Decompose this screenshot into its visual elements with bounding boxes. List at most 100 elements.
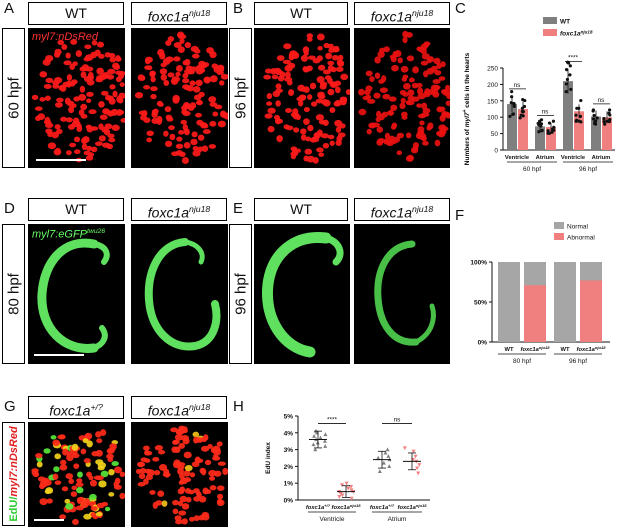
cell — [309, 82, 317, 90]
cell — [80, 137, 88, 144]
legend-swatch — [554, 222, 564, 229]
data-point — [602, 117, 606, 121]
marker-label-egfp: myl7:eGFPtwu26 — [32, 228, 106, 241]
cell — [318, 94, 326, 100]
panel-letter-g: G — [4, 398, 16, 415]
cell — [417, 113, 427, 119]
bar — [602, 117, 612, 150]
cell — [137, 482, 146, 487]
cell — [420, 47, 427, 55]
cell — [426, 67, 434, 75]
cell — [275, 69, 283, 76]
cell — [120, 118, 125, 123]
cell — [37, 113, 46, 121]
data-point — [339, 483, 344, 488]
cell — [39, 97, 46, 102]
cell — [374, 72, 381, 79]
cell — [216, 441, 223, 447]
cell — [390, 124, 397, 130]
legend-label: WT — [560, 19, 570, 26]
data-point — [387, 464, 392, 468]
data-point — [579, 120, 583, 124]
cell — [335, 139, 342, 147]
cell — [77, 471, 83, 478]
cell — [52, 439, 60, 447]
data-point — [603, 122, 607, 126]
cell — [86, 145, 93, 151]
y-tick-label: 250 — [487, 66, 498, 73]
cell — [319, 83, 327, 90]
cell — [181, 78, 190, 84]
cell — [71, 443, 79, 451]
cell — [72, 518, 79, 526]
cell — [154, 445, 164, 451]
cell — [426, 125, 432, 131]
cell — [320, 133, 330, 139]
genotype-label-wt: WT — [28, 2, 124, 25]
cell — [172, 508, 179, 515]
data-point — [411, 449, 416, 454]
cell — [396, 150, 403, 156]
cell — [192, 431, 200, 438]
cell — [157, 48, 165, 57]
cell — [421, 53, 431, 60]
group-label: Atrium — [536, 155, 555, 161]
cell — [317, 129, 323, 136]
y-tick-label: 100 — [487, 115, 498, 122]
cell — [263, 74, 271, 80]
cell — [382, 93, 391, 100]
cell — [216, 485, 225, 491]
cell — [329, 107, 336, 113]
cell — [195, 112, 202, 118]
cell — [96, 438, 103, 444]
cell — [95, 511, 103, 517]
cell — [100, 470, 109, 478]
cell — [193, 48, 201, 54]
cell — [217, 493, 224, 500]
cell — [45, 487, 54, 494]
heart-outline — [37, 238, 110, 353]
cell — [80, 448, 87, 455]
cell — [144, 58, 151, 65]
cell — [184, 68, 193, 75]
sig-label: **** — [568, 54, 579, 61]
cell — [73, 149, 81, 155]
cell — [386, 110, 395, 116]
data-point — [509, 101, 513, 105]
cell — [113, 64, 121, 70]
data-point — [349, 496, 354, 501]
cell — [54, 480, 62, 485]
cell — [402, 92, 409, 97]
cell — [193, 496, 201, 502]
y-tick-label: 0% — [478, 340, 488, 347]
cell — [397, 57, 403, 64]
cell — [43, 119, 52, 125]
region-label: Ventricle — [320, 516, 345, 523]
cell — [391, 64, 399, 72]
data-point — [591, 117, 596, 121]
cell — [333, 101, 340, 107]
data-point — [311, 442, 316, 447]
cell — [96, 67, 104, 75]
cell — [288, 89, 295, 96]
cell — [212, 455, 221, 461]
cell — [267, 125, 275, 133]
cell — [196, 492, 202, 498]
cell — [306, 33, 314, 39]
data-point — [547, 121, 552, 125]
cell — [327, 60, 335, 66]
cell — [209, 120, 217, 127]
cell — [189, 80, 196, 86]
cell — [35, 452, 43, 459]
cell — [365, 70, 373, 77]
cell — [107, 68, 116, 75]
cell — [218, 65, 225, 73]
cell — [55, 128, 63, 135]
cell — [98, 135, 106, 142]
cell — [434, 139, 441, 147]
stage-label: 96 hpf — [569, 358, 587, 365]
cell — [423, 42, 429, 48]
cell — [115, 55, 121, 62]
cell — [189, 472, 196, 478]
data-point — [510, 90, 514, 94]
